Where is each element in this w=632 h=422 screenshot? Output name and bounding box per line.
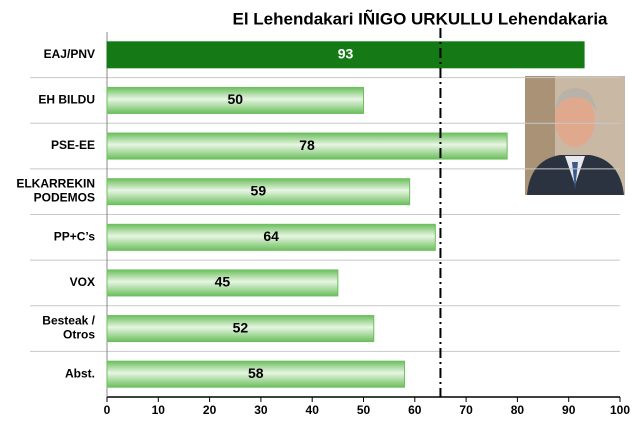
x-tick-label: 0	[104, 403, 111, 417]
x-tick-label: 80	[511, 403, 525, 417]
value-label: 59	[251, 182, 267, 198]
label-line: Besteak /	[42, 314, 95, 328]
photo	[525, 76, 625, 195]
label-line: ELKARREKIN	[16, 177, 95, 191]
label-line: Otros	[63, 328, 95, 342]
y-tick-label: PSE-EE	[51, 138, 95, 152]
y-tick-label: Abst.	[65, 366, 95, 380]
y-tick-label: Besteak /Otros	[42, 314, 95, 342]
y-tick-label: EH BILDU	[38, 93, 95, 107]
value-label: 78	[299, 137, 315, 153]
label-line: PODEMOS	[34, 191, 95, 205]
value-label: 50	[227, 91, 243, 107]
x-tick-label: 100	[610, 403, 630, 417]
value-label: 93	[338, 46, 354, 62]
chart-title: El Lehendakari IÑIGO URKULLU Lehendakari…	[232, 8, 608, 28]
y-tick-label: EAJ/PNV	[44, 47, 95, 61]
x-tick-label: 70	[459, 403, 473, 417]
x-tick-label: 20	[203, 403, 217, 417]
x-tick-label: 40	[306, 403, 320, 417]
x-tick-label: 90	[562, 403, 576, 417]
value-label: 58	[248, 365, 264, 381]
value-label: 52	[233, 319, 249, 335]
value-label: 45	[215, 274, 231, 290]
value-label: 64	[263, 228, 279, 244]
chart: El Lehendakari IÑIGO URKULLU Lehendakari…	[0, 0, 632, 422]
x-tick-label: 10	[152, 403, 166, 417]
y-tick-label: PP+C’s	[54, 229, 96, 243]
x-tick-label: 60	[408, 403, 422, 417]
x-tick-label: 30	[254, 403, 268, 417]
y-tick-label: VOX	[70, 275, 95, 289]
x-tick-label: 50	[357, 403, 371, 417]
